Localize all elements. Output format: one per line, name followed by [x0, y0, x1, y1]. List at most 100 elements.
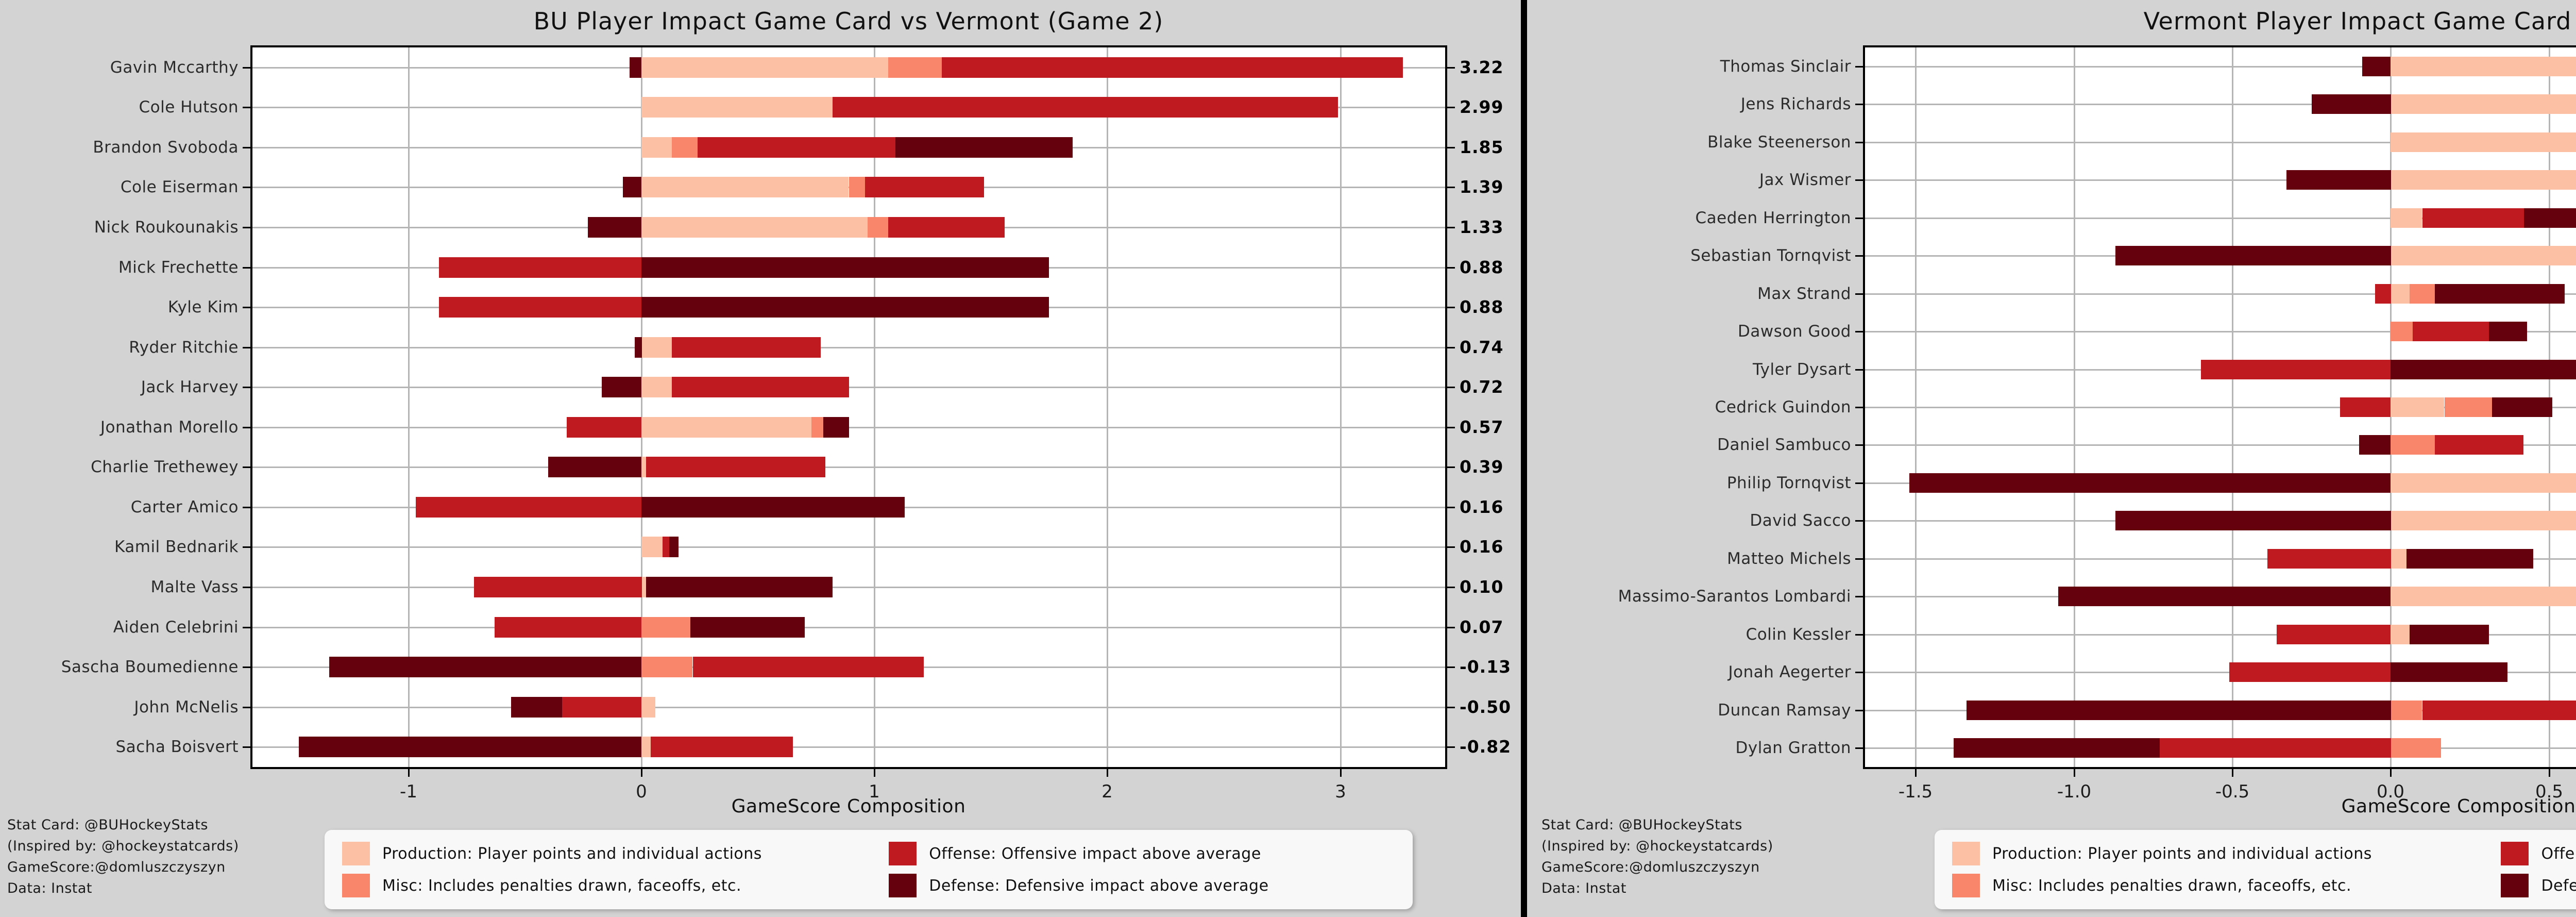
- offense-segment: [2340, 397, 2391, 417]
- y-tick-mark: [1447, 227, 1455, 228]
- y-tick-mark: [1447, 387, 1455, 388]
- player-name: Tyler Dysart: [1752, 360, 1851, 379]
- production-segment: [2391, 284, 2410, 304]
- y-gridline: [1865, 407, 2576, 408]
- x-tick-mark: [1340, 769, 1342, 777]
- defense-segment: [2435, 284, 2565, 304]
- gamescore-total: 0.10: [1460, 577, 1504, 597]
- y-tick-mark: [1447, 187, 1455, 188]
- y-tick-mark: [1855, 520, 1863, 522]
- y-gridline: [1865, 672, 2576, 673]
- production-segment: [2391, 587, 2576, 606]
- offense-segment: [2435, 435, 2523, 455]
- y-tick-mark: [243, 267, 251, 269]
- player-name: Cole Eiserman: [120, 178, 239, 196]
- offense-segment: [2160, 738, 2391, 758]
- y-gridline: [252, 707, 1445, 708]
- defense-segment: [2312, 94, 2391, 114]
- gamescore-total: 0.07: [1460, 617, 1504, 637]
- x-tick-mark: [1915, 769, 1917, 777]
- offense-segment: [2267, 549, 2391, 569]
- gamescore-total: 1.33: [1460, 217, 1504, 237]
- y-tick-mark: [1855, 331, 1863, 332]
- y-gridline: [1865, 293, 2576, 295]
- player-name: Sascha Boumedienne: [61, 658, 239, 676]
- player-name: Mick Frechette: [118, 258, 239, 277]
- player-name: Jens Richards: [1740, 95, 1851, 113]
- y-gridline: [252, 627, 1445, 628]
- offense-swatch-icon: [2501, 842, 2529, 865]
- production-segment: [641, 417, 811, 438]
- player-name: Sebastian Tornqvist: [1690, 246, 1851, 265]
- y-gridline: [1865, 66, 2576, 68]
- defense-segment: [895, 137, 1073, 158]
- y-tick-mark: [243, 546, 251, 548]
- legend-label-offense: Offense: Offensive impact above average: [2541, 844, 2576, 863]
- offense-segment: [833, 97, 1338, 118]
- player-name: Brandon Svoboda: [93, 138, 239, 157]
- gamescore-total: 1.39: [1460, 177, 1504, 197]
- y-tick-mark: [1855, 104, 1863, 105]
- production-segment: [641, 537, 663, 557]
- offense-segment: [672, 377, 849, 397]
- y-gridline: [252, 466, 1445, 468]
- x-gridline: [641, 47, 642, 767]
- y-tick-mark: [243, 347, 251, 348]
- defense-segment: [548, 457, 641, 477]
- production-segment: [641, 377, 672, 397]
- gamescore-total: 0.39: [1460, 457, 1504, 477]
- defense-segment: [2058, 587, 2391, 606]
- y-gridline: [252, 587, 1445, 588]
- misc-segment: [2391, 701, 2422, 720]
- y-tick-mark: [243, 587, 251, 588]
- offense-segment: [2229, 662, 2391, 682]
- y-gridline: [1865, 218, 2576, 219]
- gamescore-total: 2.99: [1460, 97, 1504, 117]
- defense-segment: [641, 497, 905, 518]
- y-gridline: [1865, 179, 2576, 181]
- plot-background: [252, 47, 1445, 767]
- legend-item-production: Production: Player points and individual…: [342, 842, 889, 865]
- x-tick-mark: [874, 769, 875, 777]
- defense-segment: [588, 217, 641, 238]
- y-gridline: [1865, 331, 2576, 332]
- defense-segment: [1954, 738, 2160, 758]
- x-tick-label: -1.5: [1898, 781, 1933, 802]
- misc-segment: [888, 57, 942, 78]
- y-gridline: [1865, 104, 2576, 105]
- x-tick-mark: [2074, 769, 2075, 777]
- y-tick-mark: [243, 746, 251, 748]
- legend-label-production: Production: Player points and individual…: [1992, 844, 2372, 863]
- offense-segment: [2375, 284, 2391, 304]
- production-segment: [2391, 397, 2444, 417]
- y-tick-mark: [243, 67, 251, 69]
- y-tick-mark: [1855, 596, 1863, 597]
- x-tick-mark: [641, 769, 642, 777]
- vermont-credits: Stat Card: @BUHockeyStats (Inspired by: …: [1541, 814, 1773, 899]
- y-tick-mark: [1447, 347, 1455, 348]
- defense-segment: [623, 177, 641, 197]
- y-tick-mark: [1855, 66, 1863, 68]
- production-segment: [641, 57, 888, 78]
- x-tick-label: -1.0: [2057, 781, 2092, 802]
- y-tick-mark: [243, 466, 251, 468]
- player-name: Kyle Kim: [167, 298, 239, 316]
- player-name: Thomas Sinclair: [1720, 57, 1851, 76]
- credit-line: GameScore:@domluszczyszyn: [7, 859, 226, 876]
- x-tick-label: -1: [400, 781, 417, 802]
- y-tick-mark: [1447, 267, 1455, 269]
- offense-segment: [2201, 360, 2391, 379]
- credit-line: Data: Instat: [1541, 880, 1627, 897]
- vermont-legend: Production: Player points and individual…: [1935, 830, 2576, 909]
- misc-segment: [641, 617, 690, 638]
- defense-segment: [823, 417, 849, 438]
- gamescore-total: 0.16: [1460, 537, 1504, 557]
- gamescore-total: 3.22: [1460, 57, 1504, 77]
- legend-label-offense: Offense: Offensive impact above average: [929, 844, 1261, 863]
- y-tick-mark: [243, 187, 251, 188]
- production-segment: [641, 697, 655, 718]
- gamescore-total: 0.88: [1460, 297, 1504, 317]
- y-gridline: [1865, 558, 2576, 560]
- y-tick-mark: [1447, 466, 1455, 468]
- offense-segment: [2277, 625, 2391, 644]
